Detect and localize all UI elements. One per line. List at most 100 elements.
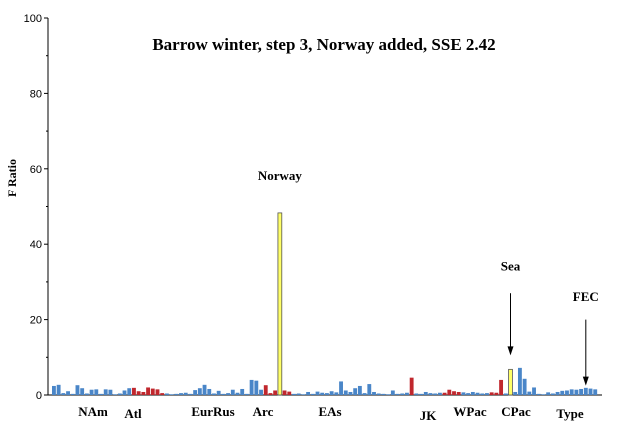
bar: [329, 391, 334, 395]
bar: [353, 388, 358, 395]
category-label: Atl: [124, 406, 142, 421]
bar: [263, 385, 268, 395]
bar: [386, 394, 391, 395]
category-label: EAs: [318, 404, 341, 419]
bar: [268, 393, 273, 395]
bar: [174, 393, 179, 395]
bar: [560, 390, 565, 395]
bar: [117, 393, 122, 395]
y-axis: 0 20 40 60 80 100: [24, 13, 602, 402]
bar: [287, 391, 292, 395]
bar: [470, 391, 475, 395]
bar: [66, 391, 70, 395]
annotation-arrow-head: [507, 346, 514, 356]
bar: [423, 391, 428, 395]
bar: [320, 392, 325, 395]
bar: [339, 381, 343, 395]
bar: [122, 390, 127, 395]
y-tick-label: 60: [30, 164, 42, 176]
bar: [179, 393, 183, 395]
bar: [357, 385, 362, 395]
bar: [376, 393, 381, 395]
bar: [202, 384, 207, 395]
bar: [489, 392, 494, 395]
bar: [146, 387, 150, 395]
bar: [296, 393, 301, 395]
bar: [452, 391, 456, 395]
bar: [437, 392, 442, 395]
bars: [52, 212, 598, 396]
bar: [550, 393, 555, 395]
bar: [282, 390, 287, 395]
bar: [541, 394, 546, 395]
bar: [405, 392, 409, 395]
bar: [536, 393, 541, 395]
bar: [183, 392, 188, 395]
bar: [306, 391, 311, 395]
bar: [588, 388, 593, 395]
bar: [188, 393, 193, 395]
bar: [574, 389, 579, 395]
bar: [141, 391, 146, 395]
y-tick-label: 80: [30, 88, 42, 100]
annotation-label: FEC: [573, 289, 599, 304]
bar: [254, 380, 259, 395]
annotation-label: Sea: [501, 259, 521, 274]
bar: [546, 392, 551, 395]
bar: [61, 393, 66, 395]
bar: [216, 390, 221, 395]
bar: [221, 393, 226, 395]
bar: [56, 384, 61, 395]
annotation-arrow-head: [582, 376, 589, 386]
bar: [52, 385, 56, 395]
bar: [367, 384, 372, 395]
bar: [569, 389, 574, 395]
bar: [150, 388, 155, 395]
y-tick-label: 100: [24, 13, 42, 25]
annotations: Norway Sea FEC: [258, 168, 599, 386]
bar: [433, 393, 438, 395]
y-axis-label: F Ratio: [5, 159, 19, 197]
category-labels: NAm Atl EurRus Arc EAs JK WPac CPac Type: [78, 404, 584, 423]
bar: [113, 394, 118, 395]
bar: [132, 387, 136, 395]
bar: [428, 393, 433, 395]
bar: [532, 387, 536, 395]
bar: [414, 393, 419, 395]
bar: [579, 388, 584, 395]
category-label: WPac: [453, 404, 486, 419]
bar: [593, 389, 598, 395]
bar: [155, 389, 160, 395]
bar: [89, 389, 94, 395]
bar: [480, 393, 485, 395]
bar: [75, 385, 80, 395]
bar: [292, 393, 296, 395]
bar: [508, 368, 513, 396]
bar: [259, 389, 263, 395]
bar: [499, 379, 504, 395]
bar: [249, 379, 254, 395]
y-tick-label: 20: [30, 315, 42, 327]
bar: [522, 378, 527, 395]
annotation-label: Norway: [258, 168, 303, 183]
bar: [447, 389, 452, 395]
bar: [325, 393, 329, 395]
category-label: NAm: [78, 404, 108, 419]
bar: [169, 394, 174, 395]
bar: [334, 392, 339, 395]
bar: [160, 393, 165, 395]
bar: [419, 393, 423, 395]
bar: [494, 392, 499, 395]
bar: [555, 391, 560, 395]
category-label: CPac: [501, 404, 531, 419]
category-label: JK: [420, 408, 438, 423]
bar: [475, 392, 480, 395]
bar: [390, 390, 395, 395]
bar: [94, 389, 99, 395]
bar: [277, 212, 283, 396]
bar: [372, 391, 376, 395]
bar: [103, 389, 108, 395]
category-label: Arc: [253, 404, 274, 419]
